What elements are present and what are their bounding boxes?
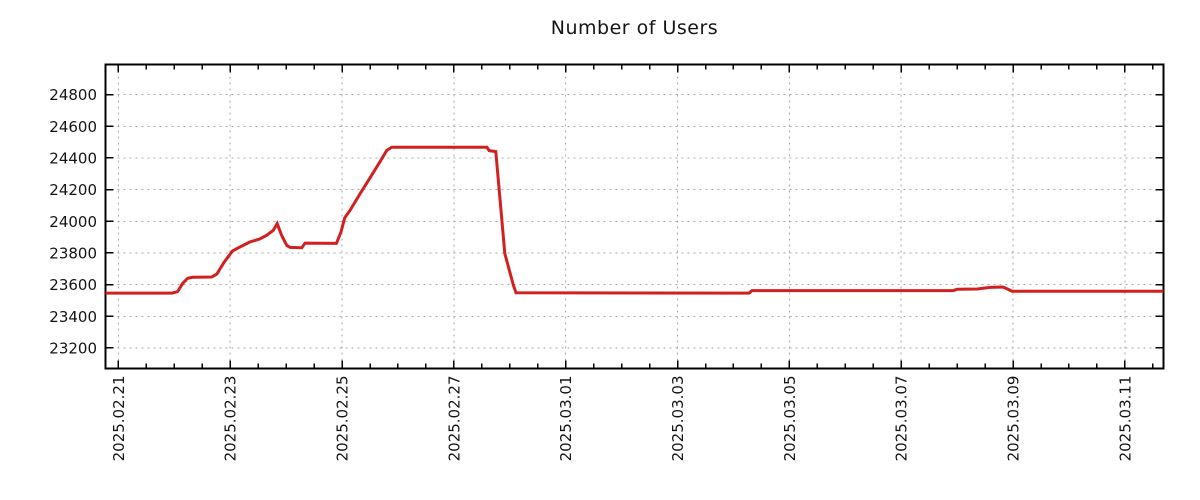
x-tick-label: 2025.03.01 (557, 376, 575, 462)
plot-border (104, 63, 1165, 370)
x-tick-label: 2025.03.11 (1116, 376, 1134, 462)
y-tick-label: 24200 (49, 181, 97, 199)
x-tick-label: 2025.02.25 (334, 376, 352, 462)
x-tick-label: 2025.03.09 (1005, 376, 1023, 462)
x-tick-label: 2025.02.21 (110, 376, 128, 462)
x-tick-label: 2025.02.23 (222, 376, 240, 462)
x-tick-label: 2025.03.05 (781, 376, 799, 462)
y-tick-label: 23200 (49, 339, 97, 357)
x-tick-label: 2025.03.03 (669, 376, 687, 462)
y-tick-label: 24000 (49, 213, 97, 231)
y-tick-label: 23600 (49, 276, 97, 294)
y-tick-label: 24600 (49, 118, 97, 136)
y-tick-label: 23400 (49, 308, 97, 326)
y-tick-label: 24800 (49, 86, 97, 104)
x-tick-label: 2025.03.07 (893, 376, 911, 462)
chart-title: Number of Users (550, 17, 719, 39)
data-series-line (105, 145, 1164, 295)
y-tick-label: 23800 (49, 244, 97, 262)
y-tick-label: 24400 (49, 149, 97, 167)
x-tick-label: 2025.02.27 (445, 376, 463, 462)
